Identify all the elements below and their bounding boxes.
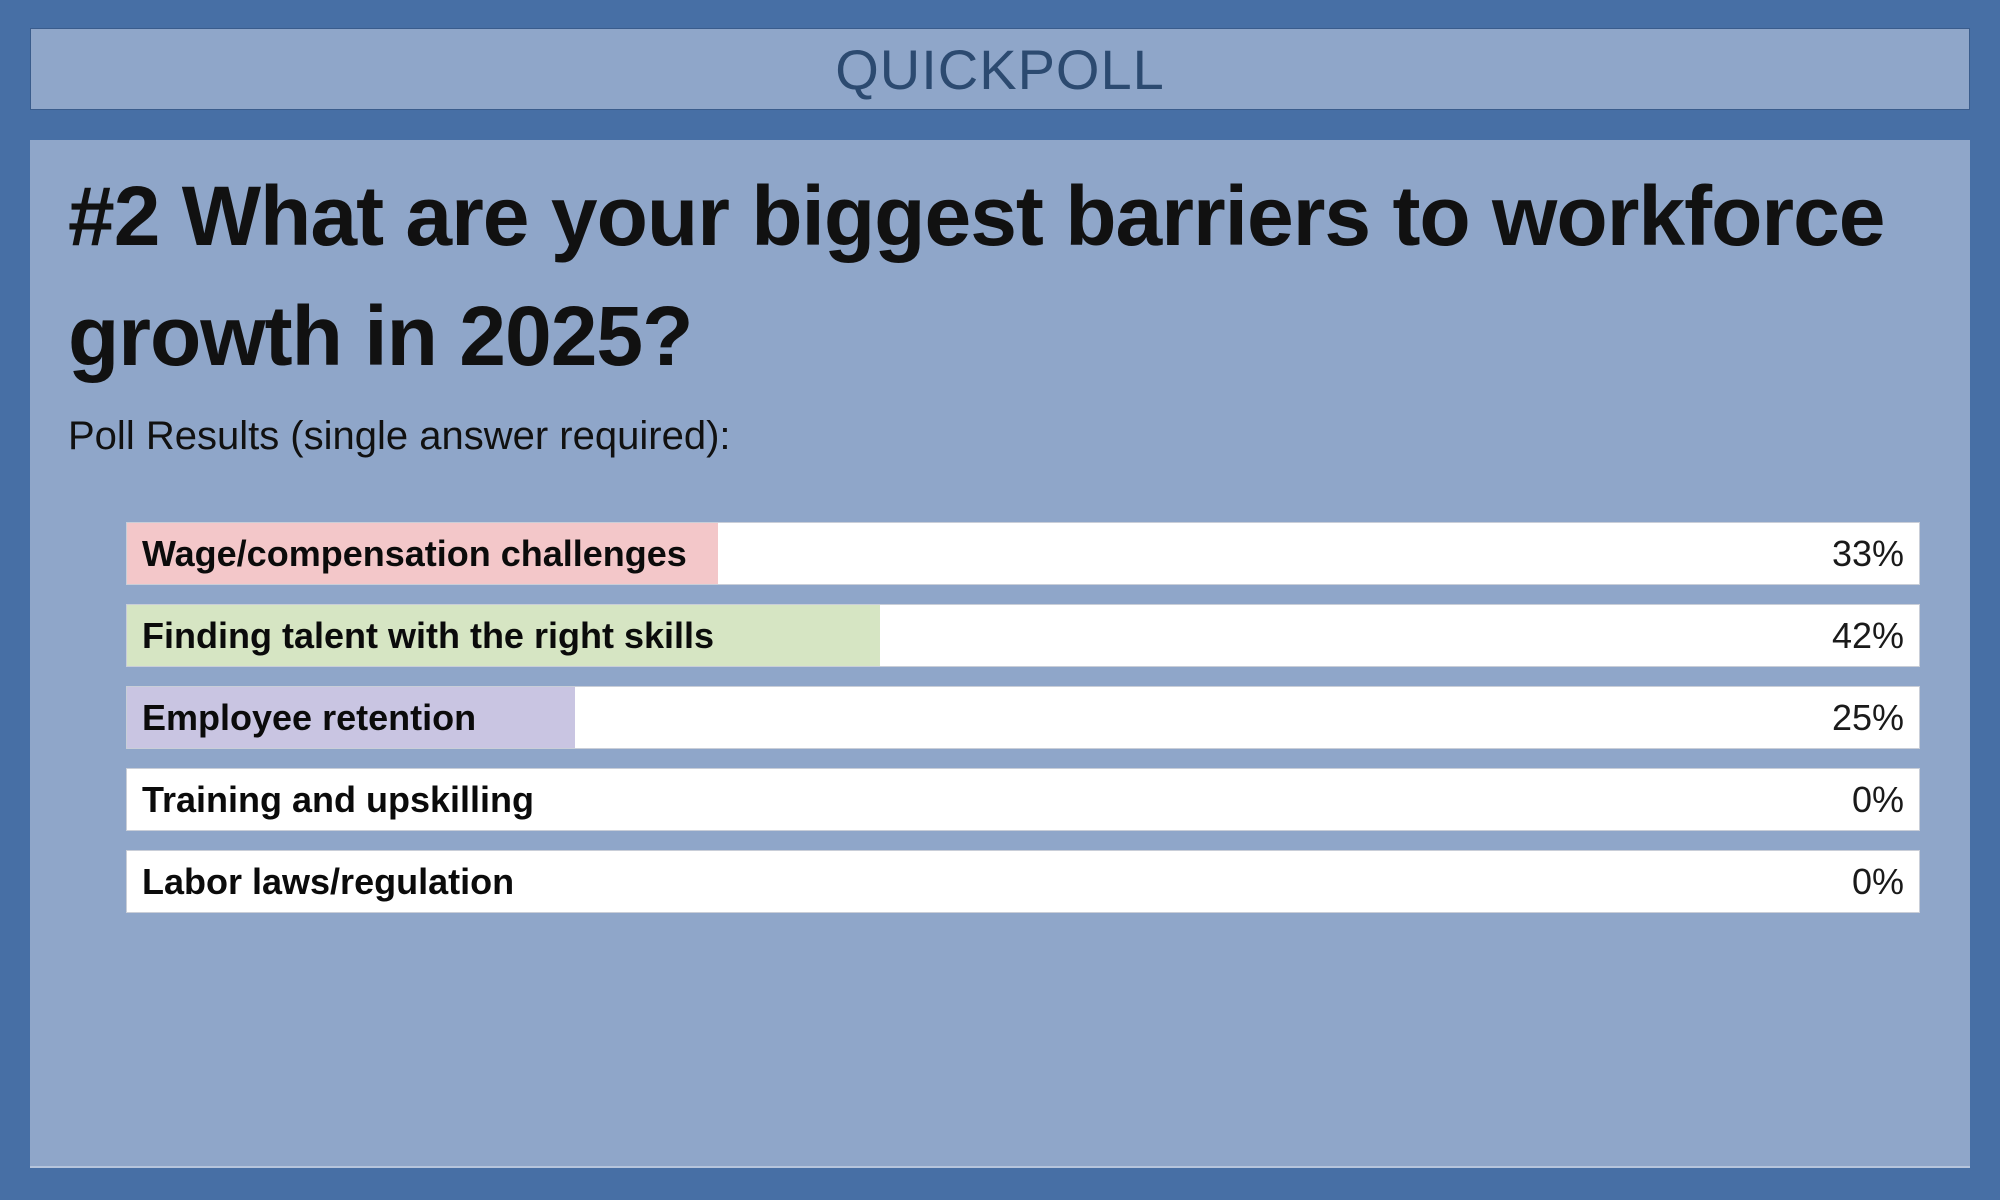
poll-option-label: Finding talent with the right skills	[142, 614, 715, 656]
poll-option-row[interactable]: Employee retention 25%	[126, 686, 1920, 749]
poll-option-label: Training and upskilling	[142, 778, 535, 820]
poll-option-percentage: 42%	[1831, 614, 1904, 656]
poll-option-row[interactable]: Finding talent with the right skills 42%	[126, 604, 1920, 667]
poll-option-row[interactable]: Labor laws/regulation 0%	[126, 850, 1920, 913]
header-bar: QUICKPOLL	[30, 28, 1970, 110]
poll-option-percentage: 33%	[1831, 532, 1904, 574]
poll-option-percentage: 0%	[1851, 778, 1904, 820]
poll-option-label: Wage/compensation challenges	[142, 532, 687, 574]
poll-option-row[interactable]: Training and upskilling 0%	[126, 768, 1920, 831]
app-title: QUICKPOLL	[835, 37, 1165, 101]
poll-option-label: Labor laws/regulation	[142, 860, 515, 902]
poll-question: #2 What are your biggest barriers to wor…	[68, 169, 1886, 383]
poll-option-fill-bar	[127, 523, 719, 584]
poll-results-list: Wage/compensation challenges 33% Finding…	[126, 522, 1920, 913]
poll-option-row[interactable]: Wage/compensation challenges 33%	[126, 522, 1920, 585]
poll-option-fill-bar	[127, 687, 575, 748]
poll-option-percentage: 0%	[1851, 860, 1904, 902]
poll-option-fill-bar	[127, 605, 880, 666]
poll-results-panel: #2 What are your biggest barriers to wor…	[30, 140, 1970, 1168]
poll-results-caption: Poll Results (single answer required):	[68, 414, 731, 458]
poll-option-percentage: 25%	[1831, 696, 1904, 738]
poll-option-label: Employee retention	[142, 696, 477, 738]
